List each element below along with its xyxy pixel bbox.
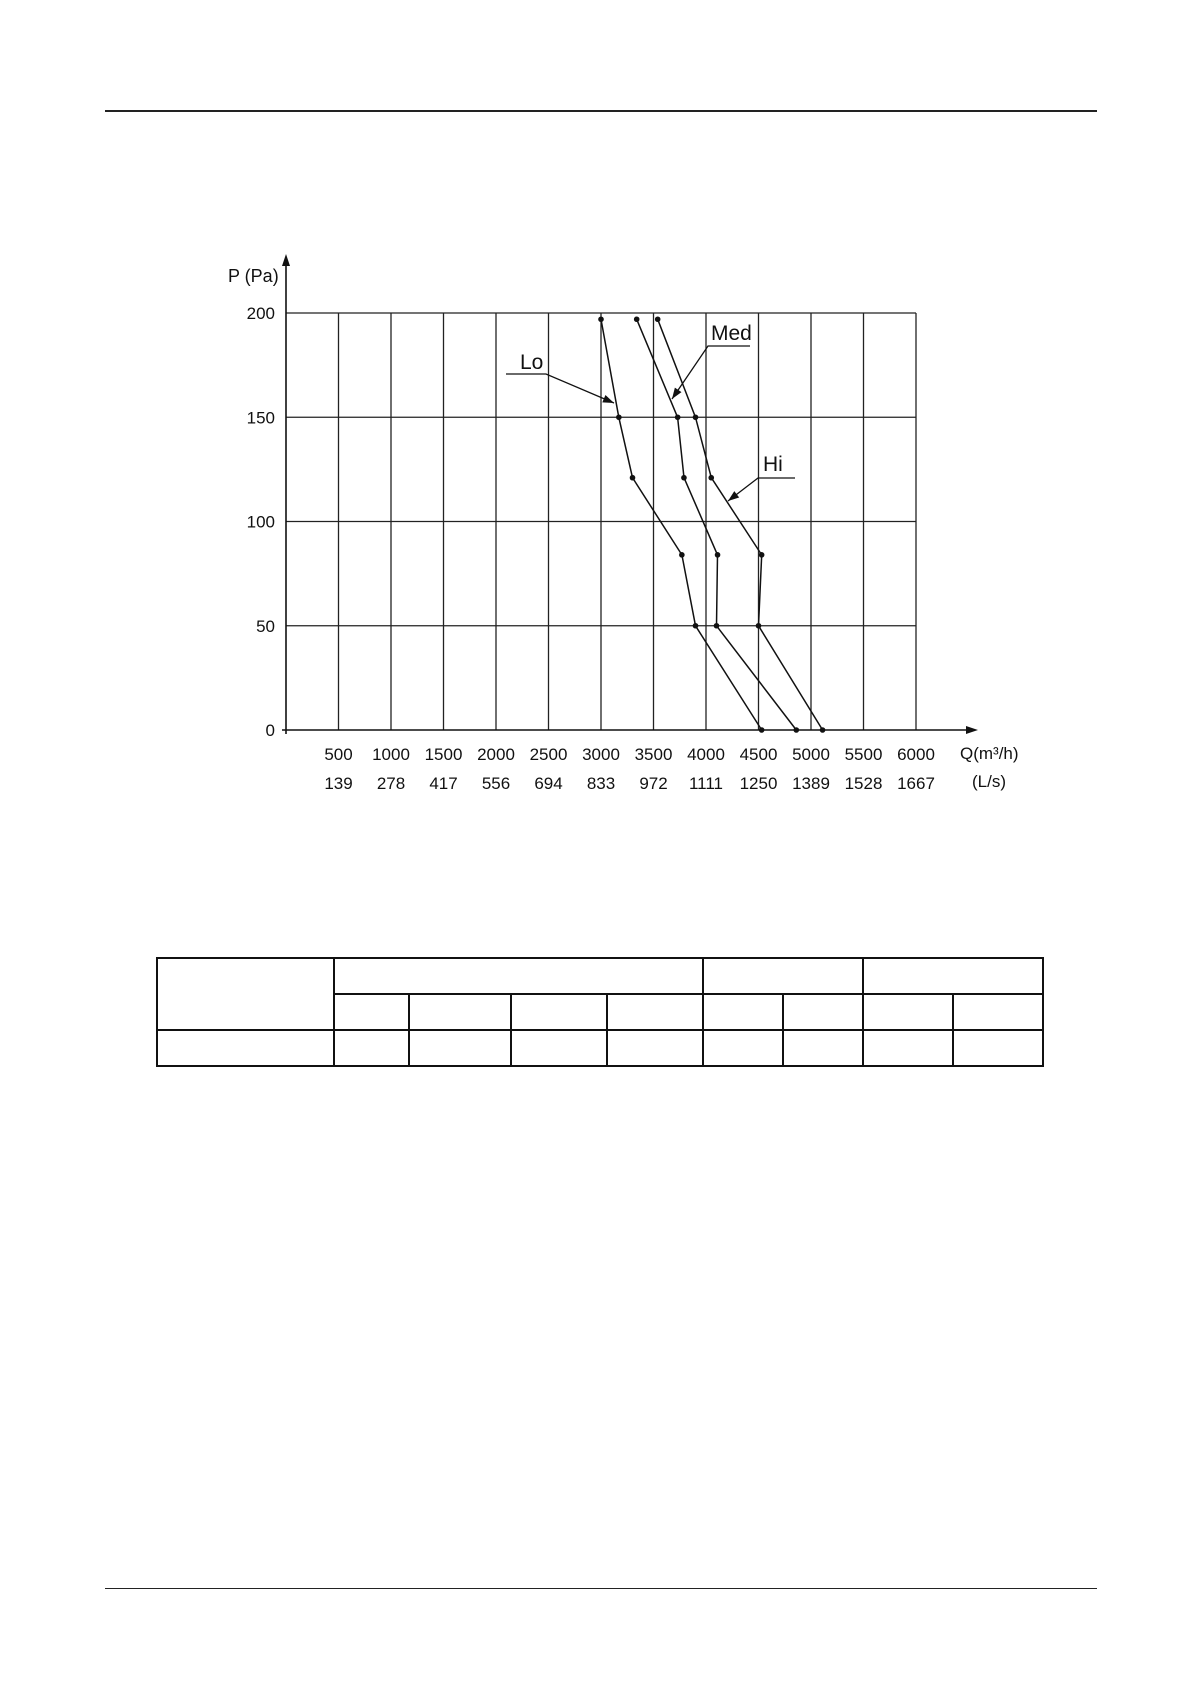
labels-layer: 0 50 100 150 200 P (Pa) 500 139 1000 278 1500 417 20… — [228, 266, 1019, 793]
x-tick-label: 5500 — [845, 745, 883, 764]
table-cell — [782, 1029, 864, 1067]
data-point — [793, 727, 800, 733]
leader-arrow — [602, 395, 614, 403]
x-tick-label: 3500 — [635, 745, 673, 764]
data-point — [598, 316, 604, 323]
data-point — [758, 727, 765, 733]
data-point — [692, 414, 699, 421]
series-lo — [598, 316, 765, 733]
table-header-cell — [861, 957, 1045, 995]
y-axis-label: P (Pa) — [228, 266, 279, 286]
series-layer — [598, 316, 826, 733]
y-tick-label: 0 — [266, 721, 275, 740]
leader-line — [506, 373, 615, 404]
footer-rule — [105, 1588, 1097, 1589]
x-tick-label: 500 — [324, 745, 352, 764]
table-subheader-cell — [782, 993, 864, 1031]
series-line — [657, 319, 824, 731]
x-axis-arrow — [966, 726, 978, 734]
data-point — [708, 474, 715, 481]
x-tick-label-secondary: 1528 — [845, 774, 883, 793]
header-rule — [105, 110, 1097, 112]
data-point — [713, 622, 720, 629]
data-point — [633, 316, 640, 323]
y-tick-label: 100 — [247, 513, 275, 532]
x-tick-label: 1500 — [425, 745, 463, 764]
table-subheader-cell — [333, 993, 410, 1031]
y-axis-arrow — [282, 254, 290, 266]
data-point — [692, 622, 699, 629]
x-tick-label: 4500 — [740, 745, 778, 764]
table-cell — [155, 1029, 336, 1067]
table-header-cell — [333, 957, 705, 995]
spec-table — [155, 957, 1045, 1067]
table-subheader-cell — [605, 993, 705, 1031]
table-subheader-cell — [951, 993, 1045, 1031]
x-tick-label: 1000 — [372, 745, 410, 764]
table-cell — [407, 1029, 512, 1067]
x-tick-label-secondary: 1250 — [740, 774, 778, 793]
x-tick-label-secondary: 972 — [639, 774, 667, 793]
x-tick-label: 2500 — [530, 745, 568, 764]
table-subheader-cell — [509, 993, 608, 1031]
leader-arrow — [728, 491, 740, 501]
table-subheader-cell — [702, 993, 785, 1031]
x-tick-label: 5000 — [792, 745, 830, 764]
table-header-cell — [702, 957, 864, 995]
x-tick-label-secondary: 556 — [482, 774, 510, 793]
table-cell — [509, 1029, 608, 1067]
x-tick-label: 6000 — [897, 745, 935, 764]
x-tick-label-secondary: 417 — [429, 774, 457, 793]
axes — [282, 254, 978, 734]
table-header-cell — [155, 957, 336, 1031]
data-point — [674, 414, 681, 421]
data-point — [679, 552, 685, 558]
data-point — [819, 727, 826, 733]
x-tick-label-secondary: 694 — [534, 774, 562, 793]
table-cell — [333, 1029, 410, 1067]
table-cell — [702, 1029, 785, 1067]
x-tick-label: 2000 — [477, 745, 515, 764]
x-tick-label-secondary: 1111 — [689, 774, 723, 793]
leader-arrow — [672, 387, 682, 399]
grid — [286, 312, 917, 730]
series-line — [636, 319, 797, 731]
x-tick-label: 4000 — [687, 745, 725, 764]
x-tick-label-secondary: 278 — [377, 774, 405, 793]
table-cell — [861, 1029, 954, 1067]
x-tick-label-secondary: 1389 — [792, 774, 830, 793]
x-tick-label-secondary: 139 — [324, 774, 352, 793]
series-med — [633, 316, 800, 733]
y-tick-label: 150 — [247, 408, 275, 427]
x-axis-label-secondary: (L/s) — [972, 772, 1006, 791]
series-hi — [654, 316, 826, 733]
leader-line — [671, 345, 750, 400]
data-point — [681, 474, 687, 481]
series-label: Med — [711, 322, 752, 345]
series-label: Hi — [763, 453, 783, 476]
y-tick-label: 200 — [247, 304, 275, 323]
table-cell — [951, 1029, 1045, 1067]
data-point — [758, 552, 765, 558]
table-subheader-cell — [407, 993, 512, 1031]
x-axis-label: Q(m³/h) — [960, 744, 1019, 763]
table-cell — [605, 1029, 705, 1067]
data-point — [654, 316, 661, 323]
data-point — [714, 552, 721, 558]
table-subheader-cell — [861, 993, 954, 1031]
data-point — [755, 622, 762, 629]
x-tick-label: 3000 — [582, 745, 620, 764]
x-tick-label-secondary: 1667 — [897, 774, 935, 793]
series-label: Lo — [520, 351, 543, 374]
data-point — [616, 414, 622, 421]
data-point — [629, 474, 636, 481]
series-line — [600, 319, 763, 731]
y-tick-label: 50 — [256, 617, 275, 636]
x-tick-label-secondary: 833 — [587, 774, 615, 793]
leader-line — [727, 477, 795, 502]
